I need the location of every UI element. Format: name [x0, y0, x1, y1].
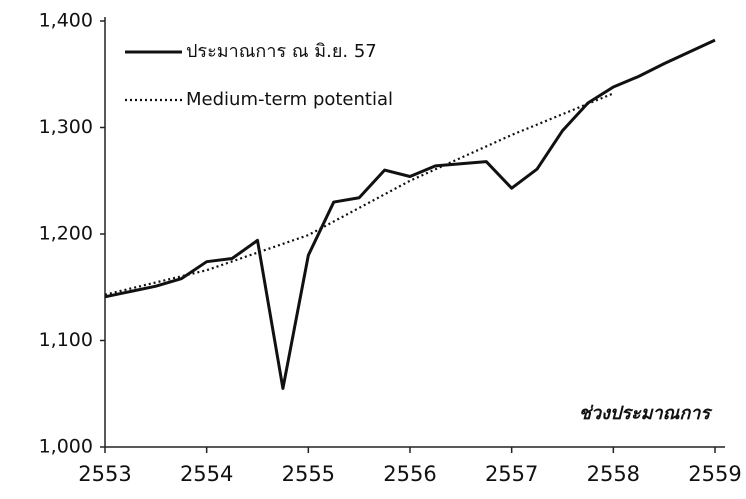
x-tick-label: 2554 [180, 462, 233, 486]
x-tick-label: 2558 [587, 462, 640, 486]
y-tick-label: 1,400 [39, 10, 93, 32]
line-series [104, 38, 716, 390]
x-tick-label: 2553 [78, 462, 131, 486]
annotation: ช่วงประมาณการ [579, 403, 714, 424]
x-tick-label: 2555 [282, 462, 335, 486]
y-tick-label: 1,300 [39, 116, 93, 138]
y-tick-label: 1,000 [39, 436, 93, 458]
x-tick-label: 2556 [383, 462, 436, 486]
legend-label: Medium-term potential [186, 89, 393, 110]
x-tick-label: 2557 [485, 462, 538, 486]
y-tick-label: 1,200 [39, 223, 93, 245]
x-tick-label: 2559 [688, 462, 741, 486]
legend-label: ประมาณการ ณ มิ.ย. 57 [186, 41, 377, 62]
y-tick-label: 1,100 [39, 329, 93, 351]
line-series [104, 92, 614, 296]
